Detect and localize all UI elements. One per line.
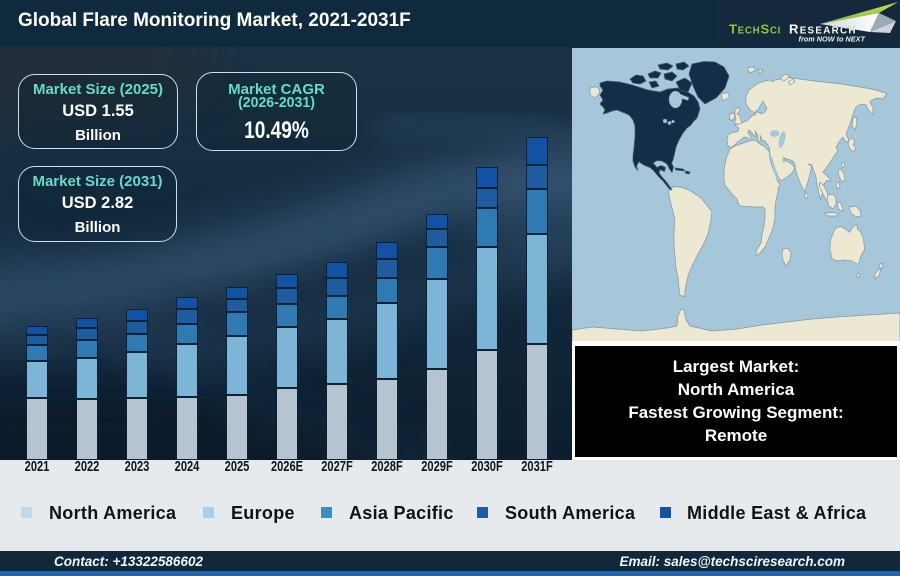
svg-text:TECHSCI: TECHSCI [729,22,781,37]
svg-text:RESEARCH: RESEARCH [789,22,857,37]
svg-text:from NOW to NEXT: from NOW to NEXT [799,35,866,44]
